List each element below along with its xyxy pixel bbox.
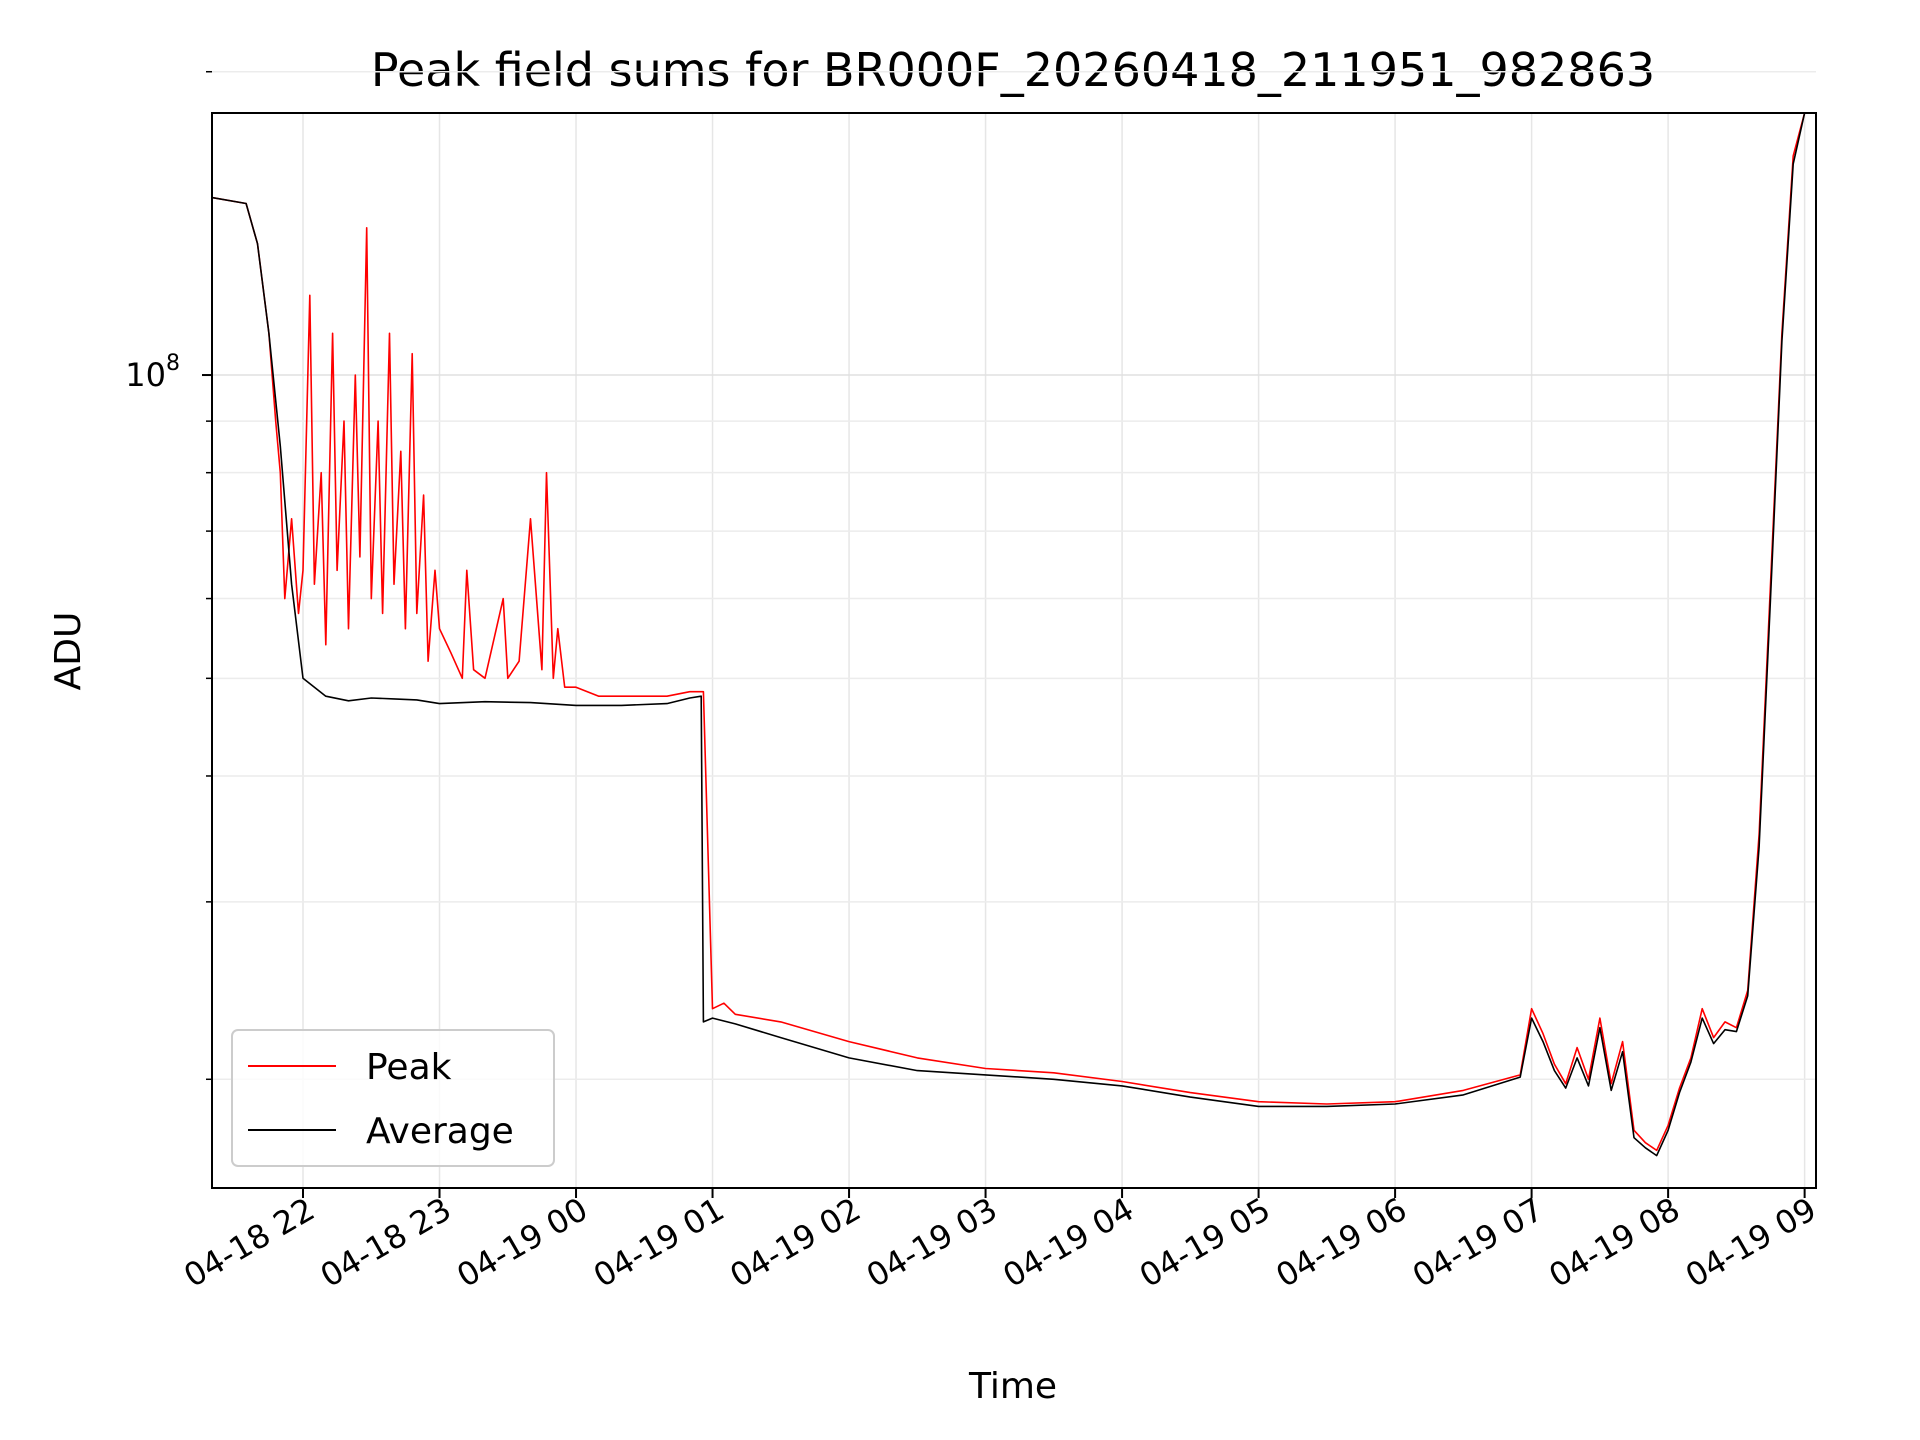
axes-frame <box>211 112 1817 1189</box>
legend-frame <box>231 1029 555 1167</box>
series-line-peak <box>212 113 1806 1152</box>
chart-title: Peak field sums for BR000F_20260418_2119… <box>371 43 1655 97</box>
y-axis: 108 <box>125 70 212 1081</box>
y-tick-label: 108 <box>125 351 180 394</box>
legend-label-peak: Peak <box>366 1047 452 1088</box>
plot-area <box>212 113 1806 1157</box>
legend-label-average: Average <box>366 1111 514 1152</box>
x-axis-label: Time <box>968 1366 1057 1407</box>
y-axis-label: ADU <box>48 612 89 691</box>
legend: Peak Average <box>231 1029 555 1167</box>
series-line-average <box>212 113 1806 1157</box>
gridlines <box>212 70 1816 1188</box>
